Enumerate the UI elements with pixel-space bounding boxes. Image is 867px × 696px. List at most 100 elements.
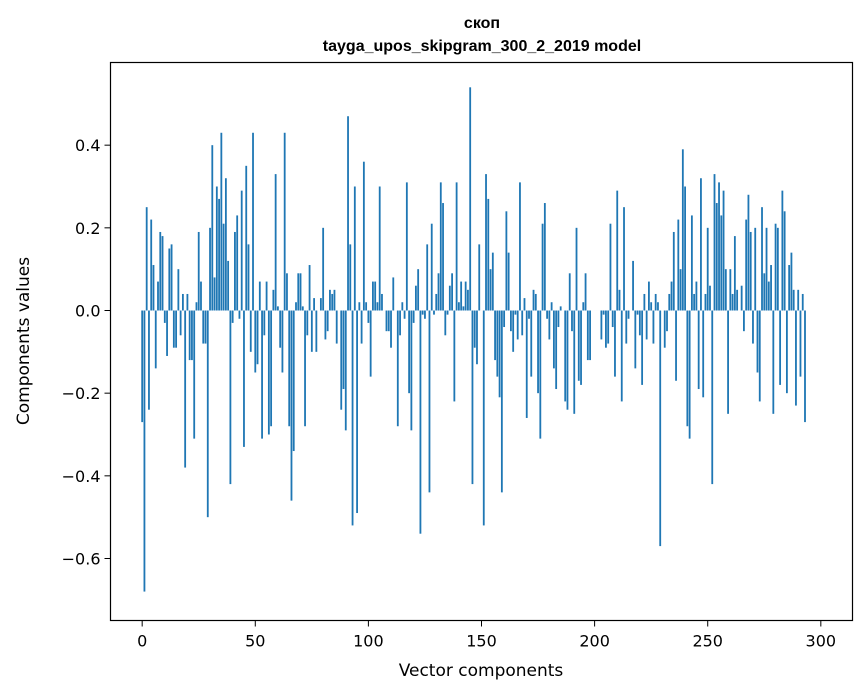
bar-118 — [408, 310, 411, 394]
bar-181 — [550, 302, 553, 311]
bar-81 — [324, 310, 327, 340]
bar-204 — [602, 310, 605, 315]
bar-35 — [220, 132, 223, 311]
bar-11 — [166, 310, 168, 356]
bar-73 — [306, 310, 309, 336]
bar-193 — [577, 310, 580, 381]
bar-110 — [390, 310, 392, 348]
bar-134 — [444, 310, 447, 336]
x-tick-label: 250 — [692, 632, 723, 651]
bar-174 — [534, 293, 537, 311]
bar-1 — [143, 310, 146, 592]
bar-126 — [426, 244, 429, 311]
bar-175 — [537, 310, 539, 394]
bar-288 — [792, 289, 795, 311]
bar-227 — [654, 293, 657, 311]
bar-234 — [670, 281, 673, 311]
bar-255 — [718, 182, 720, 311]
bar-196 — [584, 273, 587, 311]
bar-62 — [281, 310, 284, 373]
bar-0 — [141, 310, 144, 423]
bar-212 — [620, 310, 623, 402]
bar-67 — [292, 310, 295, 452]
bar-182 — [552, 310, 555, 369]
chart-title: скоп — [464, 15, 500, 32]
bar-198 — [589, 310, 591, 361]
bar-66 — [290, 310, 293, 501]
bar-235 — [672, 231, 675, 311]
bar-50 — [254, 310, 257, 373]
bar-102 — [372, 281, 374, 311]
bar-61 — [279, 310, 282, 348]
bar-257 — [722, 190, 725, 311]
bar-263 — [736, 289, 739, 311]
bar-15 — [175, 310, 178, 348]
bar-33 — [215, 186, 218, 311]
bar-237 — [677, 219, 680, 311]
bar-109 — [387, 310, 390, 332]
bar-32 — [213, 277, 216, 311]
bar-268 — [747, 194, 750, 311]
bar-285 — [785, 310, 788, 394]
bar-146 — [471, 310, 474, 485]
bar-252 — [711, 310, 714, 485]
bar-52 — [258, 281, 261, 311]
bar-96 — [358, 302, 361, 311]
bar-260 — [729, 269, 732, 311]
bar-57 — [270, 310, 273, 427]
bar-119 — [410, 310, 413, 431]
bar-276 — [765, 227, 768, 311]
y-tick-label: −0.4 — [62, 467, 101, 486]
bar-133 — [442, 203, 444, 311]
bar-97 — [360, 310, 363, 344]
bar-241 — [686, 310, 689, 427]
bar-210 — [616, 190, 619, 311]
bar-217 — [632, 260, 634, 311]
bar-265 — [740, 285, 743, 311]
bar-292 — [801, 293, 804, 311]
bar-85 — [333, 289, 336, 311]
bar-254 — [715, 203, 718, 311]
bar-86 — [335, 310, 338, 344]
bar-191 — [573, 310, 576, 414]
bar-165 — [514, 310, 517, 315]
bar-65 — [288, 310, 291, 427]
bar-43 — [238, 310, 241, 319]
y-axis-ticks: −0.6 −0.4 −0.2 0.0 0.2 0.4 — [62, 136, 111, 569]
bar-74 — [308, 265, 311, 311]
bar-135 — [446, 310, 449, 315]
bar-172 — [530, 310, 533, 377]
bar-177 — [541, 223, 544, 311]
bar-278 — [770, 265, 772, 311]
bar-125 — [424, 310, 426, 319]
bar-122 — [417, 269, 420, 311]
bar-159 — [500, 310, 503, 493]
x-tick-label: 50 — [245, 632, 265, 651]
bar-228 — [657, 302, 659, 311]
bar-91 — [347, 116, 349, 311]
bar-259 — [727, 310, 729, 414]
bar-5 — [152, 265, 155, 311]
bar-18 — [181, 293, 184, 311]
bar-127 — [428, 310, 431, 493]
bar-244 — [693, 293, 696, 311]
bar-55 — [265, 281, 268, 311]
bar-130 — [435, 293, 438, 311]
bar-93 — [351, 310, 354, 526]
bar-37 — [224, 178, 227, 311]
x-axis-label: Vector components — [399, 661, 564, 681]
bar-128 — [430, 223, 433, 311]
bar-275 — [763, 273, 766, 311]
bar-111 — [392, 277, 395, 311]
bar-46 — [245, 165, 248, 311]
bar-206 — [607, 310, 610, 344]
bar-71 — [301, 306, 304, 311]
bar-246 — [697, 310, 700, 390]
bar-137 — [451, 273, 453, 311]
bar-123 — [419, 310, 422, 534]
bar-115 — [401, 302, 404, 311]
bar-207 — [609, 223, 612, 311]
bar-153 — [487, 198, 490, 311]
bar-76 — [313, 298, 315, 311]
